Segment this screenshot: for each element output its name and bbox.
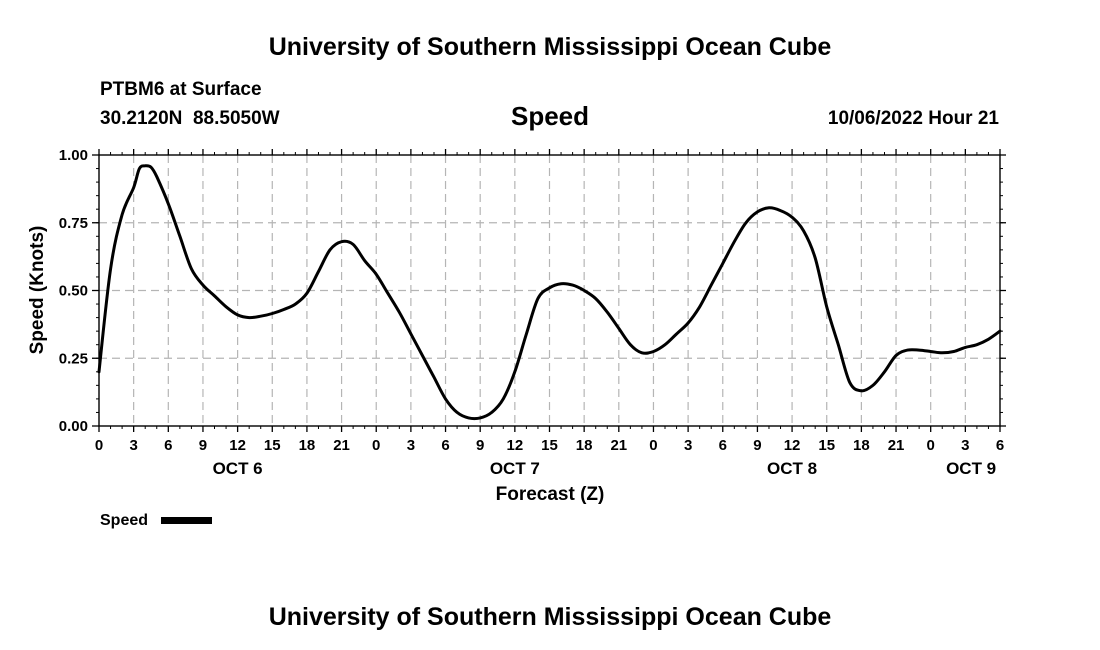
y-tick-label: 0.00 bbox=[59, 418, 88, 435]
day-label: OCT 7 bbox=[490, 459, 540, 478]
footer-title: University of Southern Mississippi Ocean… bbox=[269, 603, 832, 631]
x-tick-label: 12 bbox=[229, 437, 246, 454]
x-tick-label: 9 bbox=[753, 437, 761, 454]
x-axis-label: Forecast (Z) bbox=[496, 484, 605, 505]
x-tick-label: 18 bbox=[299, 437, 316, 454]
y-tick-label: 0.75 bbox=[59, 215, 88, 232]
x-tick-label: 6 bbox=[441, 437, 449, 454]
speed-line bbox=[97, 164, 1002, 421]
x-tick-label: 15 bbox=[264, 437, 281, 454]
x-tick-label: 9 bbox=[476, 437, 484, 454]
x-tick-label: 21 bbox=[333, 437, 350, 454]
x-tick-label: 3 bbox=[684, 437, 692, 454]
x-tick-label: 0 bbox=[649, 437, 657, 454]
tick-marks bbox=[92, 149, 1006, 432]
x-tick-label: 6 bbox=[164, 437, 172, 454]
x-tick-label: 18 bbox=[576, 437, 593, 454]
x-tick-label: 0 bbox=[372, 437, 380, 454]
y-axis-label: Speed (Knots) bbox=[27, 226, 48, 355]
x-tick-label: 0 bbox=[95, 437, 103, 454]
station-coords: 30.2120N 88.5050W bbox=[100, 108, 280, 129]
y-tick-label: 0.25 bbox=[59, 350, 88, 367]
x-tick-label: 0 bbox=[927, 437, 935, 454]
x-tick-label: 12 bbox=[784, 437, 801, 454]
forecast-timestamp: 10/06/2022 Hour 21 bbox=[828, 108, 1000, 129]
x-tick-label: 15 bbox=[818, 437, 835, 454]
x-tick-label: 3 bbox=[129, 437, 137, 454]
grid bbox=[99, 155, 1000, 426]
day-label: OCT 9 bbox=[946, 459, 996, 478]
day-label: OCT 8 bbox=[767, 459, 817, 478]
tick-labels: 0 3 6 9 12 15 18 21 0 3 6 9 12 15 18 21 0 3 6 9 12 15 18 21 0 3 6 0… bbox=[59, 147, 1004, 478]
legend-swatch-speed bbox=[161, 517, 212, 524]
chart-title: Speed bbox=[511, 101, 589, 131]
x-tick-label: 6 bbox=[996, 437, 1004, 454]
x-tick-label: 9 bbox=[199, 437, 207, 454]
y-tick-label: 1.00 bbox=[59, 147, 88, 164]
day-label: OCT 6 bbox=[213, 459, 263, 478]
legend: Speed bbox=[100, 512, 212, 529]
x-tick-label: 18 bbox=[853, 437, 870, 454]
legend-label-speed: Speed bbox=[100, 512, 148, 529]
x-tick-label: 21 bbox=[888, 437, 905, 454]
x-tick-label: 12 bbox=[507, 437, 524, 454]
x-tick-label: 3 bbox=[407, 437, 415, 454]
x-tick-label: 15 bbox=[541, 437, 558, 454]
x-tick-label: 6 bbox=[719, 437, 727, 454]
x-tick-label: 3 bbox=[961, 437, 969, 454]
page-title: University of Southern Mississippi Ocean… bbox=[269, 33, 832, 61]
y-tick-label: 0.50 bbox=[59, 283, 88, 300]
station-name: PTBM6 at Surface bbox=[100, 79, 262, 100]
x-tick-label: 21 bbox=[610, 437, 627, 454]
